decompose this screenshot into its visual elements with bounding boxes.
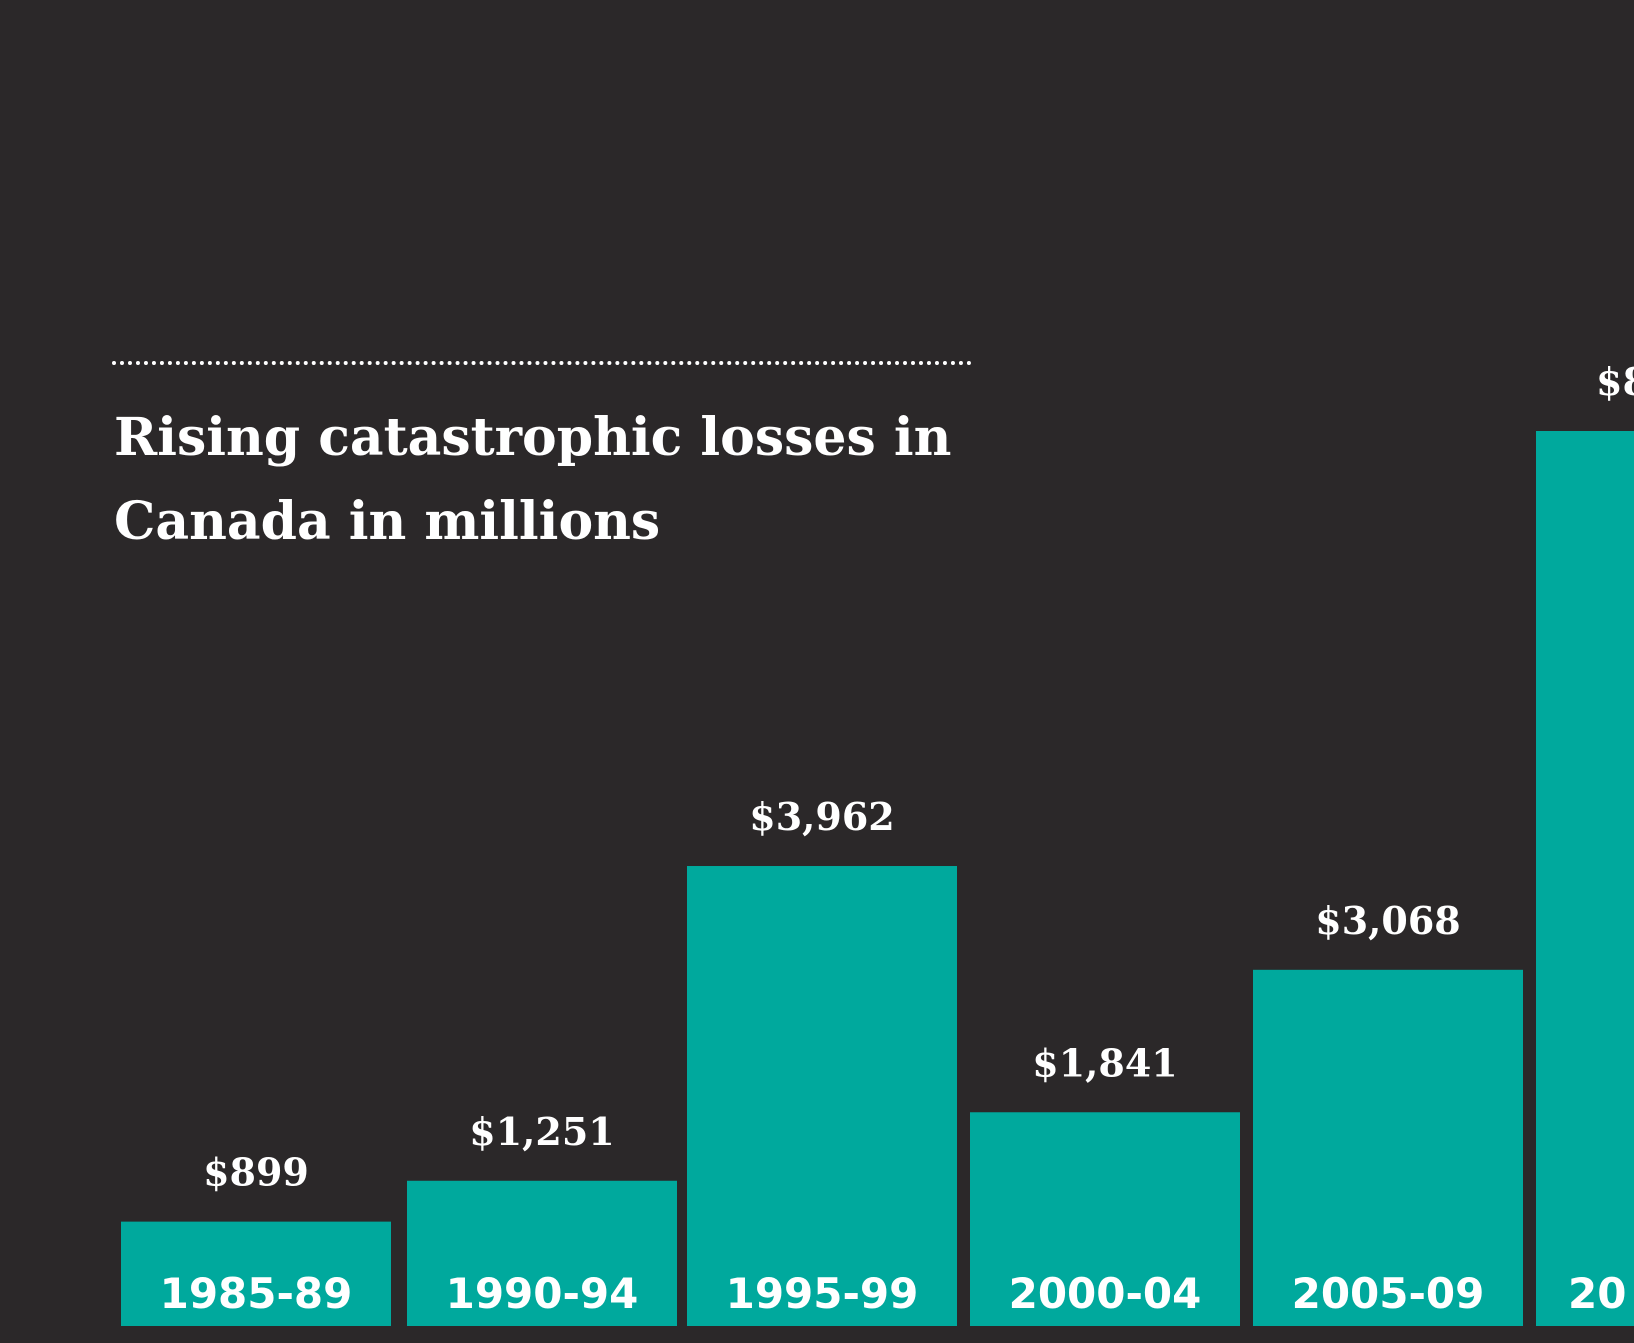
category-label-20: 20 [1568,1269,1626,1318]
value-label-1990-94: $1,251 [469,1109,614,1154]
bar-2000-04 [970,1112,1240,1326]
category-label-1990-94: 1990-94 [446,1269,639,1318]
value-label-1995-99: $3,962 [749,794,894,839]
bar-1985-89 [121,1221,391,1326]
dotted-divider [112,361,972,365]
value-label-20: $8 [1596,359,1634,404]
value-label-1985-89: $899 [203,1150,309,1195]
bar-2005-09 [1253,969,1523,1326]
bar-1995-99 [687,866,957,1326]
value-label-2005-09: $3,068 [1315,898,1460,943]
category-label-1985-89: 1985-89 [160,1269,353,1318]
chart-title: Rising catastrophic losses in Canada in … [114,407,952,552]
bar-20 [1536,431,1634,1326]
value-label-2000-04: $1,841 [1032,1040,1177,1085]
category-label-2000-04: 2000-04 [1009,1269,1202,1318]
bar-1990-94 [407,1180,677,1326]
category-label-2005-09: 2005-09 [1292,1269,1485,1318]
category-label-1995-99: 1995-99 [726,1269,919,1318]
